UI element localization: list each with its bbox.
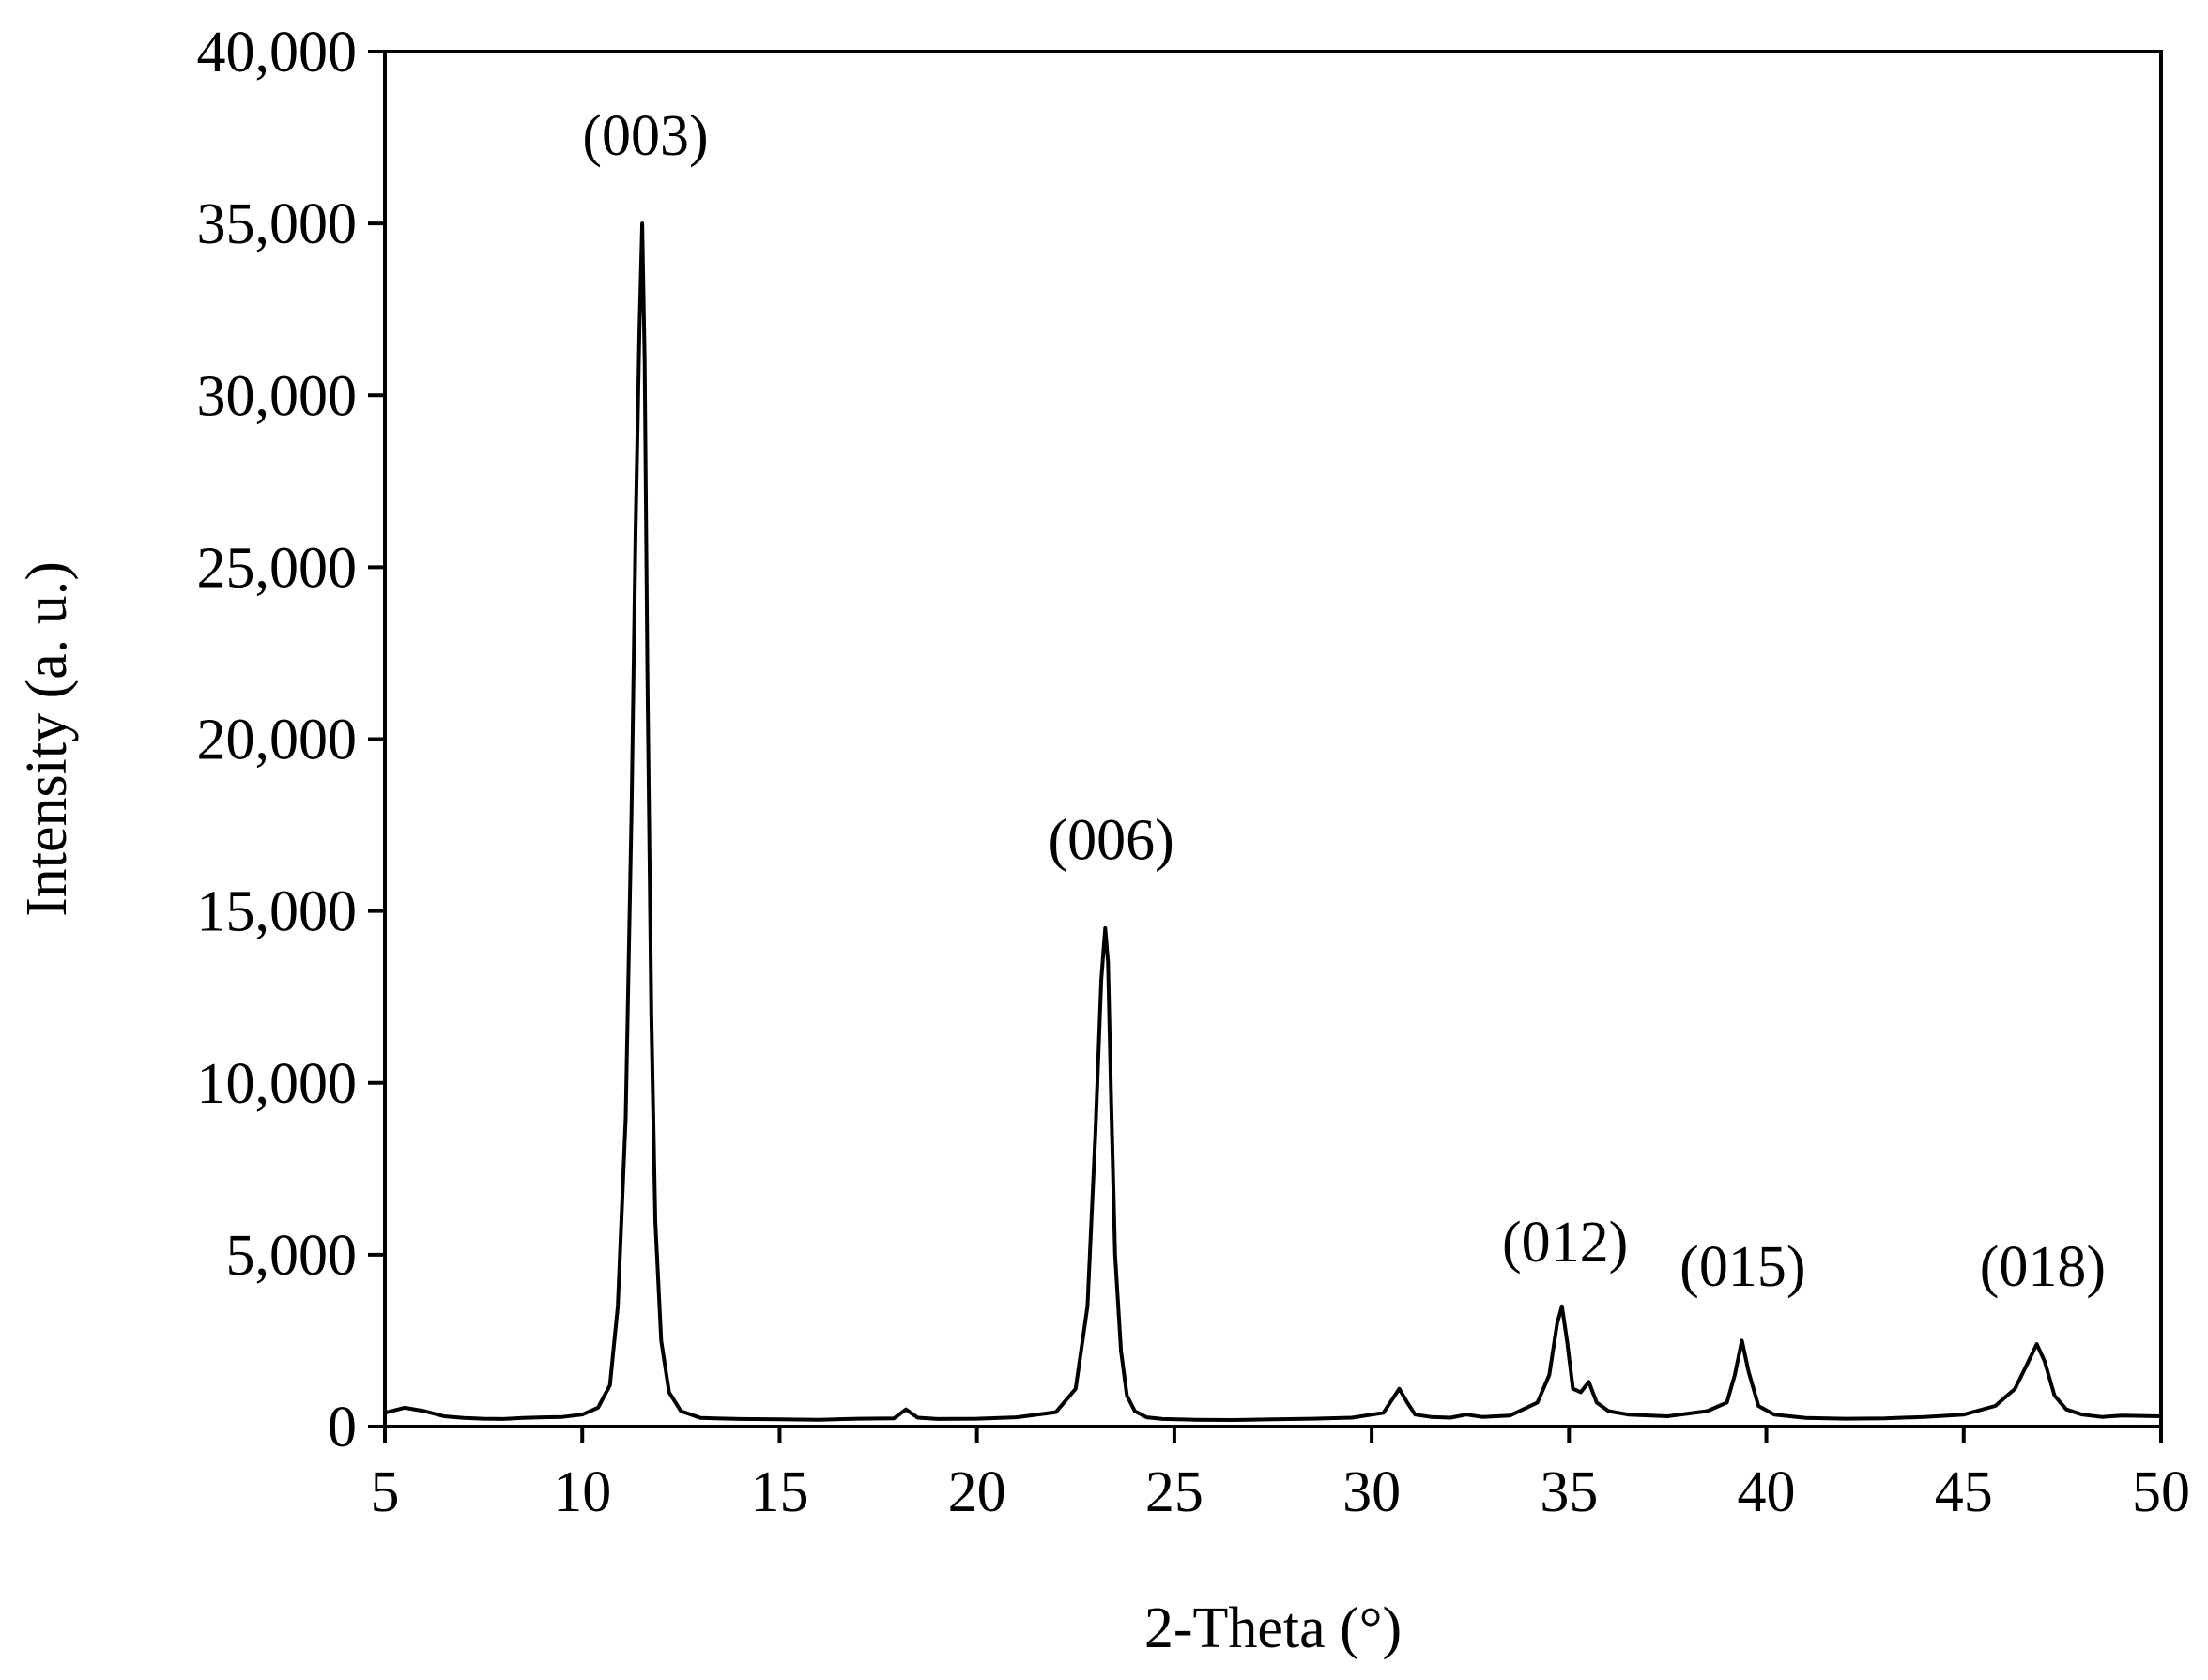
peak-annotation: (012) bbox=[1502, 1211, 1628, 1275]
peak-annotation: (018) bbox=[1980, 1235, 2106, 1299]
plot-area-frame bbox=[383, 50, 2163, 1428]
y-tick-label: 30,000 bbox=[197, 364, 358, 428]
y-axis-ticks: 0 5,000 10,000 15,000 20,000 25,000 30,000 35,0… bbox=[197, 21, 385, 1459]
peak-annotation: (003) bbox=[582, 104, 708, 168]
x-tick-label: 20 bbox=[948, 1460, 1006, 1524]
y-tick-label: 35,000 bbox=[197, 192, 358, 256]
x-tick-label: 15 bbox=[750, 1460, 808, 1524]
x-tick-label: 30 bbox=[1342, 1460, 1401, 1524]
y-tick-label: 20,000 bbox=[197, 709, 358, 772]
diffraction-series-line bbox=[384, 221, 2162, 1422]
x-axis-ticks: 5 10 15 20 25 30 35 40 45 50 bbox=[371, 1427, 2190, 1524]
y-axis-title: Intensity (a. u.) bbox=[15, 561, 79, 917]
x-tick-label: 35 bbox=[1540, 1460, 1598, 1524]
x-tick-label: 45 bbox=[1935, 1460, 1993, 1524]
y-tick-label: 25,000 bbox=[197, 536, 358, 600]
x-tick-label: 5 bbox=[371, 1460, 400, 1524]
x-tick-label: 40 bbox=[1738, 1460, 1796, 1524]
peak-annotations: (003) (006) (012) (015) (018) bbox=[582, 104, 2106, 1299]
y-tick-label: 15,000 bbox=[197, 880, 358, 944]
x-tick-label: 25 bbox=[1145, 1460, 1204, 1524]
peak-annotation: (015) bbox=[1679, 1235, 1805, 1299]
x-tick-label: 10 bbox=[553, 1460, 611, 1524]
x-axis-title: 2-Theta (°) bbox=[1144, 1596, 1402, 1660]
y-tick-label: 10,000 bbox=[197, 1052, 358, 1116]
peak-annotation: (006) bbox=[1048, 809, 1173, 873]
y-tick-label: 40,000 bbox=[197, 21, 358, 84]
x-tick-label: 50 bbox=[2132, 1460, 2190, 1524]
y-tick-label: 5,000 bbox=[226, 1224, 358, 1288]
y-tick-label: 0 bbox=[328, 1396, 357, 1459]
